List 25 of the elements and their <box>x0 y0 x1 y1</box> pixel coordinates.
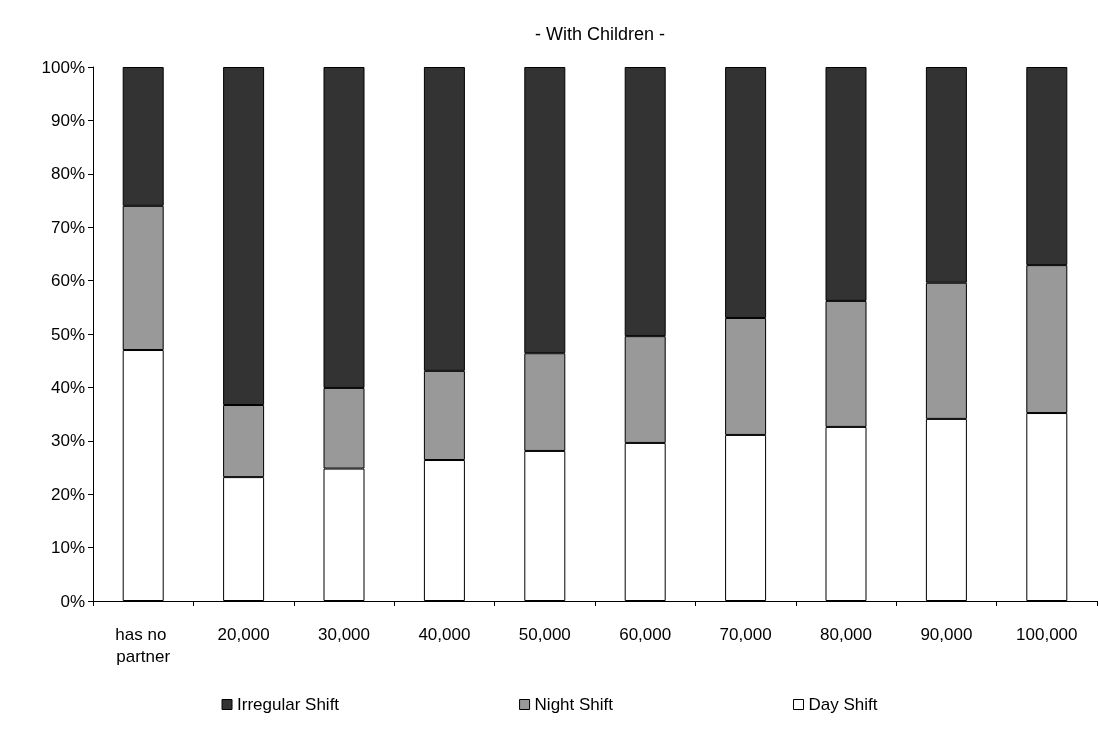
chart-title: - With Children - <box>534 24 666 44</box>
y-tick-label: 30% <box>50 431 85 451</box>
x-tick-label: 40,000 <box>418 624 471 644</box>
x-tick-label: 50,000 <box>518 624 571 644</box>
y-tick-label: 0% <box>60 591 85 611</box>
x-tick-label: 30,000 <box>318 624 370 644</box>
legend-label: Day Shift <box>808 695 878 714</box>
x-tick-label: 70,000 <box>719 624 772 644</box>
x-tick-label: 80,000 <box>820 624 872 644</box>
y-tick-label: 40% <box>50 377 85 397</box>
legend-label: Night Shift <box>534 695 614 714</box>
x-tick-label: 90,000 <box>920 624 973 644</box>
y-tick-label: 90% <box>50 110 85 130</box>
y-tick-label: 70% <box>50 217 85 237</box>
y-tick-label: 10% <box>50 538 85 558</box>
y-tick-label: 60% <box>50 271 85 291</box>
x-tick-label: 20,000 <box>217 624 270 644</box>
y-tick-label: 20% <box>50 484 85 504</box>
legend-label: Irregular Shift <box>237 695 340 714</box>
y-tick-label: 50% <box>50 324 85 344</box>
y-tick-label: 100% <box>41 57 85 77</box>
x-tick-label: 100,000 <box>1016 624 1078 644</box>
x-tick-label: has no partner <box>115 624 172 666</box>
y-tick-label: 80% <box>50 164 85 184</box>
x-tick-label: 60,000 <box>619 624 672 644</box>
